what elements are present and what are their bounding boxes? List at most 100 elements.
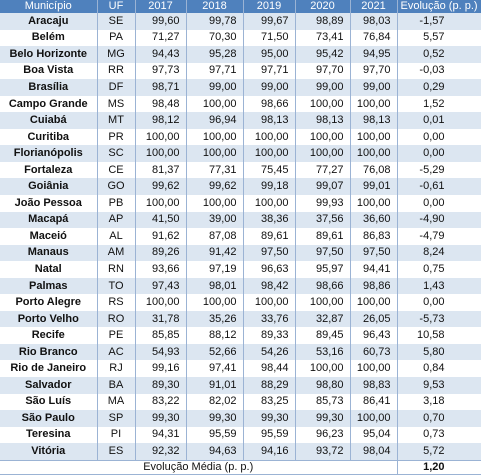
table-cell: 100,00 <box>295 95 351 113</box>
table-row: São Luís MA 83,22 82,02 83,25 85,73 86,41 3,18 <box>0 393 481 411</box>
table-cell: 5,80 <box>397 343 481 361</box>
table-cell: 95,97 <box>295 261 351 278</box>
table-cell: DF <box>97 79 136 96</box>
table-cell: 98,66 <box>243 95 296 113</box>
table-cell: 100,00 <box>350 410 398 427</box>
city-cell: Florianópolis <box>0 145 98 162</box>
table-cell: 94,31 <box>135 426 187 444</box>
table-cell: 0,00 <box>397 195 481 212</box>
table-cell: -5,29 <box>397 161 481 179</box>
table-row: Aracaju SE 99,60 99,78 99,67 98,89 98,03 -1,57 <box>0 13 481 30</box>
table-cell: 97,50 <box>350 244 398 262</box>
table-cell: 96,43 <box>350 327 398 344</box>
table-row: Curitiba PR 100,00 100,00 100,00 100,00 100,00… <box>0 128 481 146</box>
table-cell: 41,50 <box>135 211 187 229</box>
table-cell: RN <box>97 261 136 278</box>
table-cell: 0,75 <box>397 261 481 278</box>
table-row: Macapá AP 41,50 39,00 38,36 37,56 36,60 -4,90 <box>0 211 481 229</box>
table-row: Palmas TO 97,43 98,01 98,42 98,66 98,86 1,43 <box>0 277 481 295</box>
table-cell: 98,66 <box>295 277 351 295</box>
city-cell: Porto Alegre <box>0 294 98 311</box>
table-cell: 97,43 <box>135 277 187 295</box>
table-cell: 100,00 <box>186 195 244 212</box>
table-cell: -0,61 <box>397 178 481 196</box>
table-cell: 89,30 <box>135 377 187 394</box>
city-cell: Curitiba <box>0 128 98 146</box>
table-cell: 52,66 <box>186 343 244 361</box>
table-cell: 60,73 <box>350 343 398 361</box>
table-cell: 91,42 <box>186 244 244 262</box>
table-cell: 100,00 <box>186 294 244 311</box>
header-cell: Município <box>0 0 98 13</box>
table-cell: 97,71 <box>186 62 244 80</box>
table-cell: 76,84 <box>350 29 398 47</box>
table-cell: 93,66 <box>135 261 187 278</box>
city-cell: Salvador <box>0 377 98 394</box>
city-cell: Recife <box>0 327 98 344</box>
table-cell: 35,26 <box>186 310 244 328</box>
table-cell: 98,13 <box>295 112 351 129</box>
table-cell: 100,00 <box>350 195 398 212</box>
table-cell: 87,08 <box>186 228 244 245</box>
table-cell: 100,00 <box>135 128 187 146</box>
table-cell: 54,26 <box>243 343 296 361</box>
header-cell: 2021 <box>350 0 398 13</box>
table-cell: 100,00 <box>243 128 296 146</box>
table-row: Fortaleza CE 81,37 77,31 75,45 77,27 76,08 -5,2… <box>0 161 481 179</box>
table-row: Boa Vista RR 97,73 97,71 97,71 97,70 97,70 -0,0… <box>0 62 481 80</box>
table-cell: 95,42 <box>295 46 351 63</box>
table-cell: 89,26 <box>135 244 187 262</box>
header-cell: 2017 <box>135 0 187 13</box>
city-cell: Rio de Janeiro <box>0 360 98 378</box>
table-cell: 83,25 <box>243 393 296 411</box>
header-cell: 2019 <box>243 0 296 13</box>
table-cell: PE <box>97 327 136 344</box>
table-cell: 100,00 <box>243 195 296 212</box>
table-cell: 38,36 <box>243 211 296 229</box>
table-cell: 100,00 <box>135 145 187 162</box>
table-cell: 8,24 <box>397 244 481 262</box>
city-cell: Aracaju <box>0 13 98 30</box>
table-body: Aracaju SE 99,60 99,78 99,67 98,89 98,03 -1,57 B… <box>0 13 481 461</box>
table-cell: 99,62 <box>186 178 244 196</box>
table-cell: 0,00 <box>397 145 481 162</box>
table-cell: 99,93 <box>295 195 351 212</box>
table-cell: 95,04 <box>350 426 398 444</box>
table-cell: 5,57 <box>397 29 481 47</box>
table-cell: 89,61 <box>243 228 296 245</box>
table-cell: 100,00 <box>243 145 296 162</box>
table-cell: 71,50 <box>243 29 296 47</box>
table-cell: 99,62 <box>135 178 187 196</box>
table-cell: 26,05 <box>350 310 398 328</box>
header-cell: Evolução (p. p.) <box>397 0 481 13</box>
table-cell: GO <box>97 178 136 196</box>
table-cell: AM <box>97 244 136 262</box>
city-cell: Belo Horizonte <box>0 46 98 63</box>
table-row: Belém PA 71,27 70,30 71,50 73,41 76,84 5,57 <box>0 29 481 47</box>
table-cell: -4,79 <box>397 228 481 245</box>
header-cell: 2020 <box>295 0 351 13</box>
city-cell: São Paulo <box>0 410 98 427</box>
city-cell: São Luís <box>0 393 98 411</box>
table-cell: 0,00 <box>397 294 481 311</box>
table-cell: 95,28 <box>186 46 244 63</box>
table-cell: 0,01 <box>397 112 481 129</box>
city-cell: Manaus <box>0 244 98 262</box>
table-cell: 81,37 <box>135 161 187 179</box>
table-cell: 99,00 <box>243 79 296 96</box>
table-cell: PB <box>97 195 136 212</box>
table-cell: 86,83 <box>350 228 398 245</box>
table-cell: ES <box>97 443 136 461</box>
table-cell: 93,72 <box>295 443 351 461</box>
table-row: Porto Alegre RS 100,00 100,00 100,00 100,00 10… <box>0 294 481 311</box>
table-cell: 98,01 <box>186 277 244 295</box>
table-cell: 33,76 <box>243 310 296 328</box>
table-cell: 89,61 <box>295 228 351 245</box>
table-row: São Paulo SP 99,30 99,30 99,30 99,30 100,00 0,7… <box>0 410 481 427</box>
table-cell: 98,86 <box>350 277 398 295</box>
table-row: Porto Velho RO 31,78 35,26 33,76 32,87 26,05 -5… <box>0 310 481 328</box>
table-cell: -1,57 <box>397 13 481 30</box>
table-cell: 98,03 <box>350 13 398 30</box>
footer-value: 1,20 <box>397 460 481 475</box>
table-cell: 96,94 <box>186 112 244 129</box>
